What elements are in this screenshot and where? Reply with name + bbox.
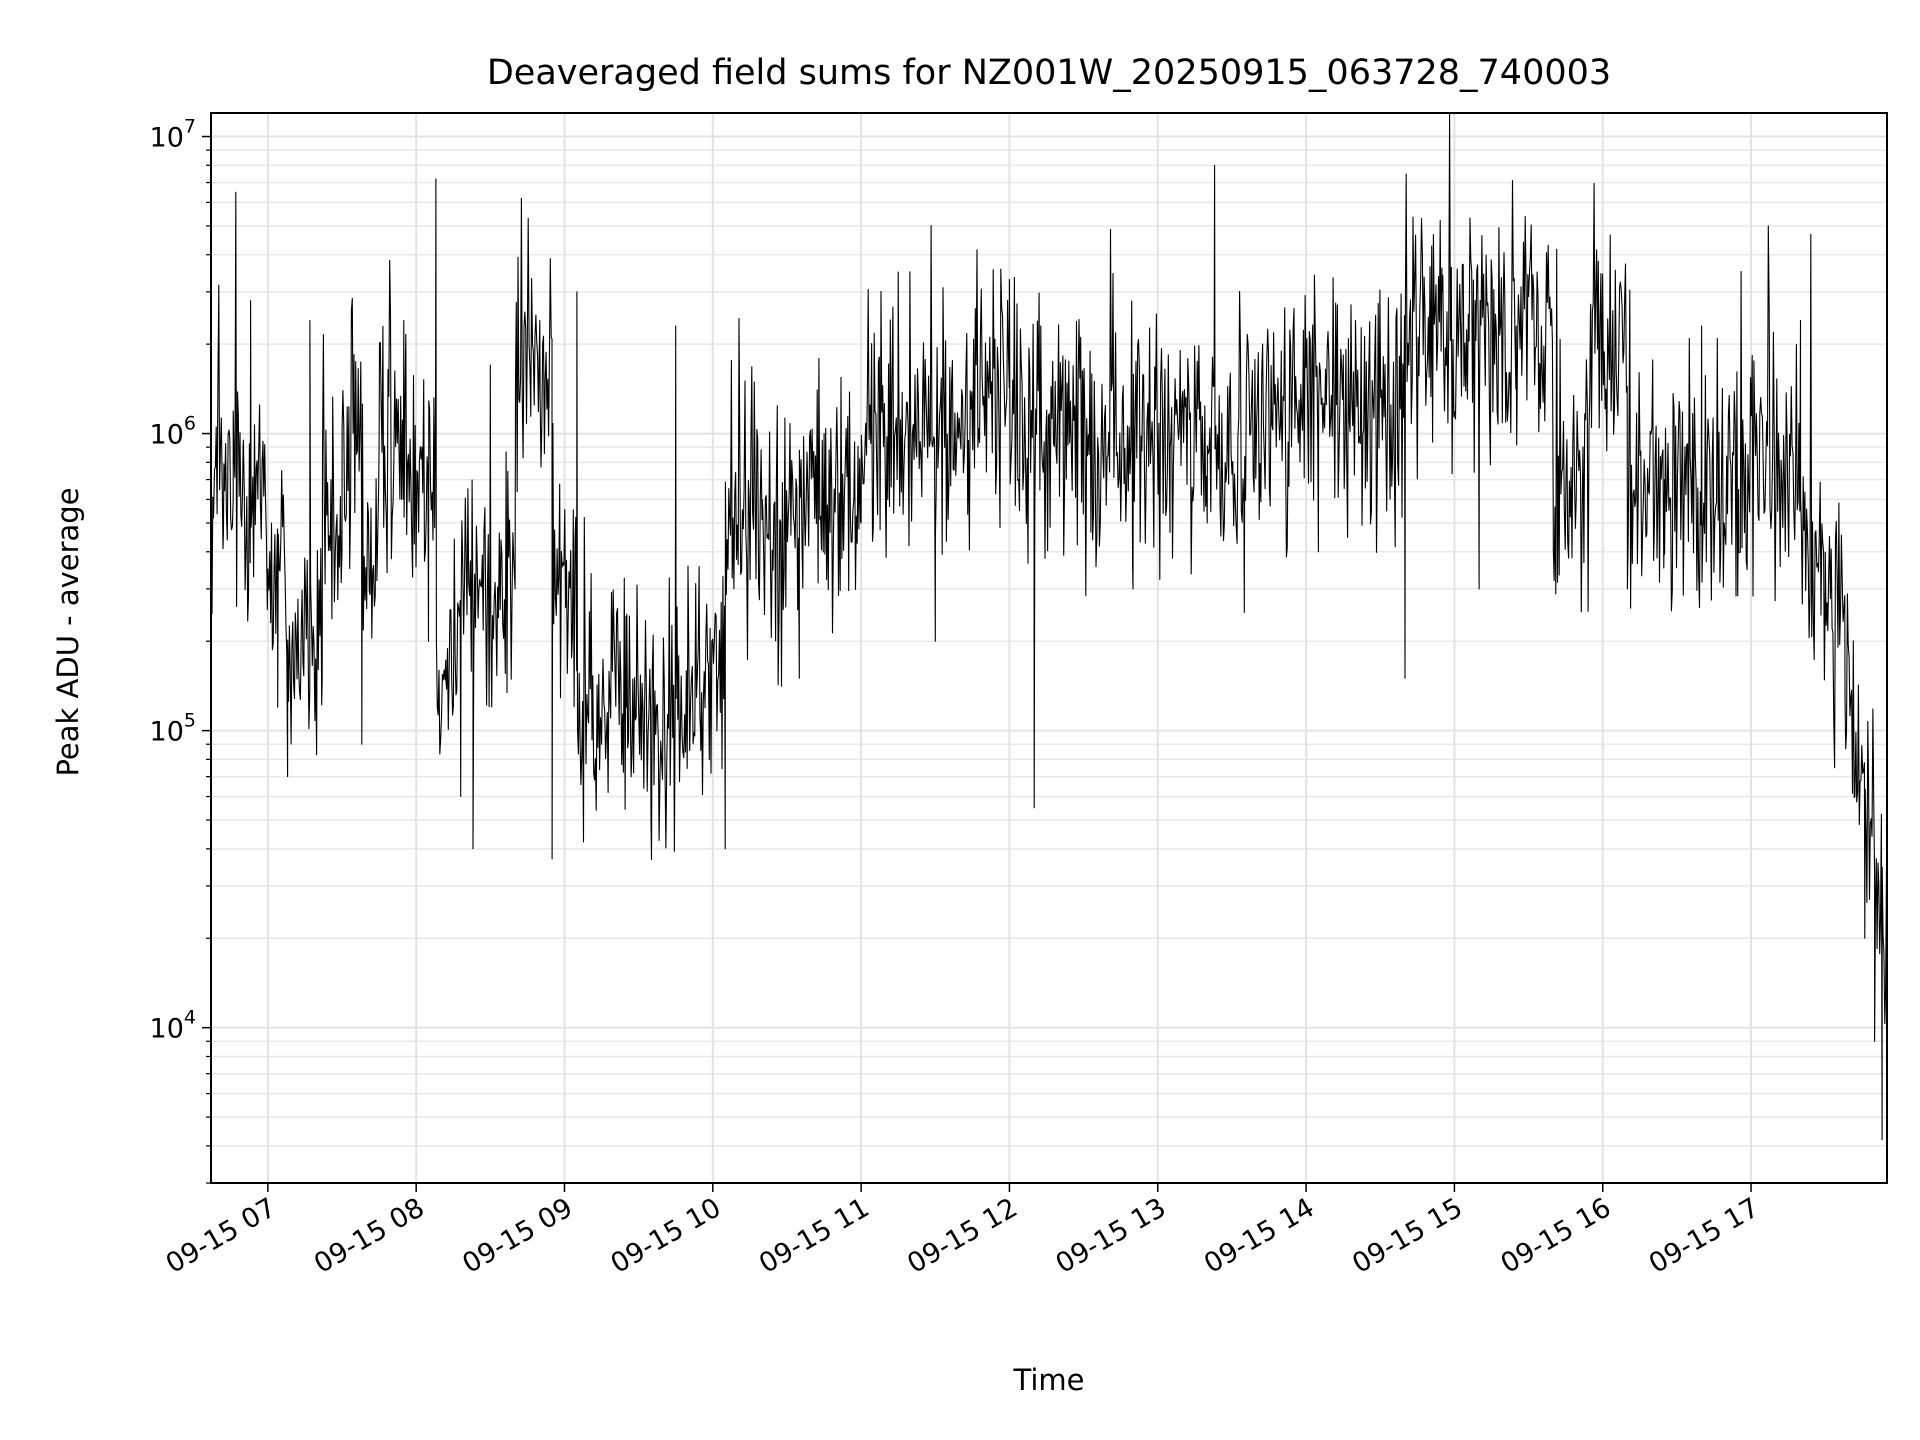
y-tick-label: 104 bbox=[150, 1007, 196, 1045]
series-line-0 bbox=[211, 112, 1888, 1141]
grid bbox=[211, 113, 1887, 1184]
y-tick-label: 105 bbox=[150, 710, 196, 748]
axes bbox=[202, 112, 1888, 1192]
chart-title: Deaveraged field sums for NZ001W_2025091… bbox=[487, 53, 1611, 93]
plot-frame bbox=[210, 112, 1888, 1184]
series-layer bbox=[211, 112, 1888, 1141]
y-tick-label: 106 bbox=[150, 413, 196, 451]
y-tick-label: 107 bbox=[150, 116, 196, 154]
x-axis-label: Time bbox=[1013, 1363, 1085, 1397]
y-axis-label: Peak ADU - average bbox=[51, 487, 85, 776]
